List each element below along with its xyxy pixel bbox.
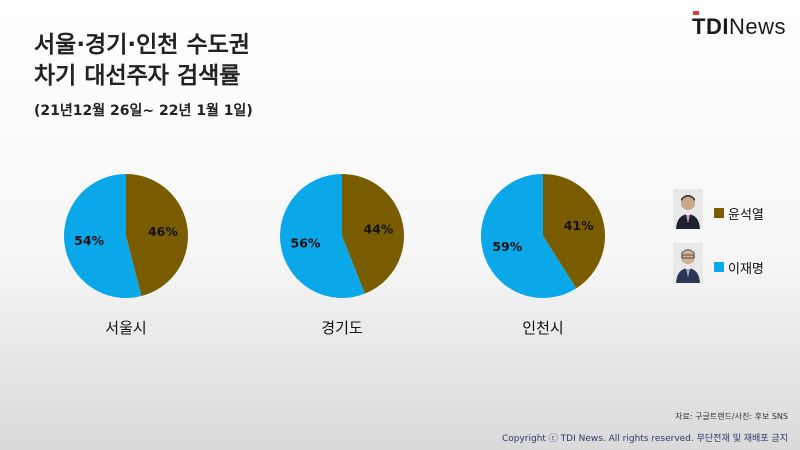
legend-item-yoon: 윤석열 [673,189,783,229]
person-photo-icon [673,189,703,229]
pie-value-label-incheon-1: 59% [492,239,522,254]
chart-subtitle: (21년12월 26일~ 22년 1월 1일) [34,103,253,119]
brand-bold-text: TDI [692,14,729,39]
pie-value-label-seoul-0: 46% [148,224,178,239]
brand-regular-text: News [728,14,786,39]
copyright-notice: Copyright ⓒ TDI News. All rights reserve… [501,434,788,444]
legend-swatch-lee [714,262,724,272]
legend-label-yoon: 윤석열 [728,208,764,223]
pie-slice-gyeonggi-1 [280,174,365,299]
pie-value-label-gyeonggi-1: 56% [291,236,321,251]
title-line-1: 서울·경기·인천 수도권 [34,32,250,58]
brand-logo: TDINews [692,11,786,40]
pie-slice-seoul-0 [126,174,188,297]
pie-value-label-incheon-0: 41% [564,218,594,233]
title-line-2: 차기 대선주자 검색률 [34,63,241,89]
logo-accent-mark [693,11,700,15]
pie-slice-gyeonggi-0 [342,174,405,294]
pie-slice-seoul-1 [63,174,142,298]
pie-slice-incheon-1 [481,174,577,298]
chart-title: 서울·경기·인천 수도권 차기 대선주자 검색률 [34,30,250,92]
pie-value-label-gyeonggi-0: 44% [364,222,394,237]
legend-item-lee: 이재명 [673,243,783,283]
pie-title-incheon: 인천시 [522,319,564,337]
legend-label-lee: 이재명 [728,262,764,277]
pie-title-seoul: 서울시 [105,319,147,337]
pie-value-label-seoul-1: 54% [74,233,104,248]
pie-title-gyeonggi: 경기도 [321,319,363,337]
person-photo-icon [673,243,703,283]
source-note: 자료: 구글트렌드/사진: 후보 SNS [675,412,788,421]
legend-swatch-yoon [714,208,724,218]
pie-slice-incheon-0 [543,174,606,289]
